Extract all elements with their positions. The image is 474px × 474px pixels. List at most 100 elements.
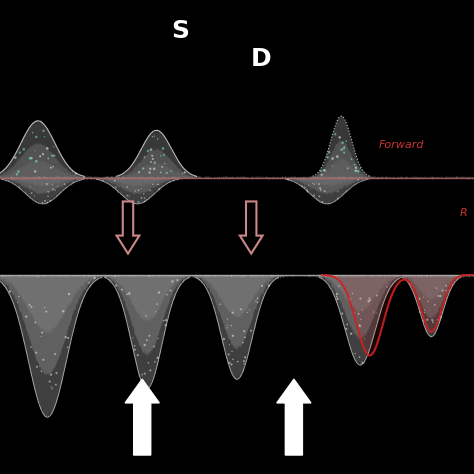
Point bbox=[48, 385, 56, 392]
Point bbox=[318, 171, 325, 179]
Point bbox=[33, 363, 41, 371]
Point bbox=[445, 286, 453, 294]
Point bbox=[46, 197, 54, 205]
Point bbox=[123, 183, 131, 191]
Point bbox=[27, 183, 34, 191]
Point bbox=[333, 293, 340, 301]
Point bbox=[229, 309, 237, 317]
Point bbox=[118, 286, 126, 293]
Point bbox=[228, 361, 235, 368]
Point bbox=[51, 350, 59, 358]
Point bbox=[174, 276, 182, 284]
Point bbox=[155, 289, 163, 296]
Point bbox=[112, 183, 119, 191]
Point bbox=[433, 284, 440, 292]
Point bbox=[138, 371, 146, 378]
Point bbox=[370, 308, 377, 316]
Point bbox=[217, 301, 224, 308]
Point bbox=[54, 182, 61, 190]
Point bbox=[458, 272, 466, 279]
Point bbox=[234, 358, 242, 365]
Point bbox=[36, 153, 44, 160]
Point bbox=[169, 278, 176, 285]
Point bbox=[150, 132, 158, 140]
Point bbox=[339, 139, 346, 146]
Point bbox=[428, 317, 436, 324]
Point bbox=[141, 198, 149, 205]
Point bbox=[140, 190, 147, 198]
Point bbox=[439, 287, 447, 294]
Point bbox=[6, 288, 14, 295]
Point bbox=[335, 283, 343, 290]
Point bbox=[72, 170, 80, 177]
Point bbox=[154, 354, 162, 362]
Point bbox=[162, 316, 170, 324]
Point bbox=[143, 196, 150, 203]
Point bbox=[334, 195, 342, 202]
Point bbox=[366, 296, 374, 304]
Point bbox=[438, 308, 446, 316]
Point bbox=[442, 294, 450, 302]
Point bbox=[329, 155, 337, 162]
Point bbox=[144, 147, 152, 155]
Point bbox=[325, 148, 333, 156]
Point bbox=[359, 359, 366, 366]
Point bbox=[421, 309, 428, 316]
Point bbox=[240, 328, 248, 335]
Point bbox=[44, 192, 52, 200]
Point bbox=[157, 169, 164, 176]
Text: D: D bbox=[250, 47, 271, 72]
Point bbox=[31, 192, 38, 200]
Point bbox=[419, 317, 427, 325]
Point bbox=[112, 282, 120, 289]
Point bbox=[223, 324, 231, 332]
Point bbox=[50, 143, 57, 150]
Point bbox=[39, 356, 47, 364]
Point bbox=[39, 150, 47, 158]
Point bbox=[137, 184, 145, 192]
Point bbox=[39, 199, 46, 206]
Point bbox=[138, 194, 146, 202]
Point bbox=[124, 192, 131, 200]
Point bbox=[159, 145, 167, 152]
Point bbox=[240, 360, 248, 368]
Point bbox=[342, 137, 350, 145]
Point bbox=[338, 310, 346, 317]
Point bbox=[162, 321, 170, 329]
Point bbox=[123, 291, 131, 298]
Point bbox=[131, 187, 139, 195]
Point bbox=[85, 279, 92, 286]
Point bbox=[436, 316, 444, 324]
Point bbox=[141, 194, 148, 202]
Point bbox=[160, 151, 168, 159]
Point bbox=[146, 187, 154, 194]
Point bbox=[319, 198, 326, 206]
Point bbox=[349, 290, 356, 297]
FancyArrow shape bbox=[277, 379, 311, 455]
Point bbox=[146, 366, 154, 374]
Point bbox=[155, 185, 163, 192]
Point bbox=[361, 335, 368, 343]
Point bbox=[53, 369, 60, 377]
Point bbox=[351, 350, 359, 357]
Point bbox=[321, 166, 328, 174]
Text: Forward: Forward bbox=[379, 139, 425, 150]
Point bbox=[148, 152, 156, 160]
Point bbox=[61, 181, 68, 188]
Point bbox=[228, 322, 235, 329]
Point bbox=[49, 152, 56, 160]
Point bbox=[47, 164, 55, 172]
Point bbox=[341, 143, 348, 151]
Point bbox=[303, 187, 311, 195]
Point bbox=[316, 184, 324, 191]
Point bbox=[356, 322, 364, 330]
Point bbox=[348, 155, 356, 163]
Point bbox=[358, 306, 366, 314]
Point bbox=[160, 317, 168, 324]
Point bbox=[44, 145, 51, 152]
Point bbox=[316, 192, 323, 200]
Text: R: R bbox=[460, 208, 467, 219]
Point bbox=[437, 313, 445, 321]
Point bbox=[43, 199, 51, 206]
Point bbox=[37, 333, 45, 340]
